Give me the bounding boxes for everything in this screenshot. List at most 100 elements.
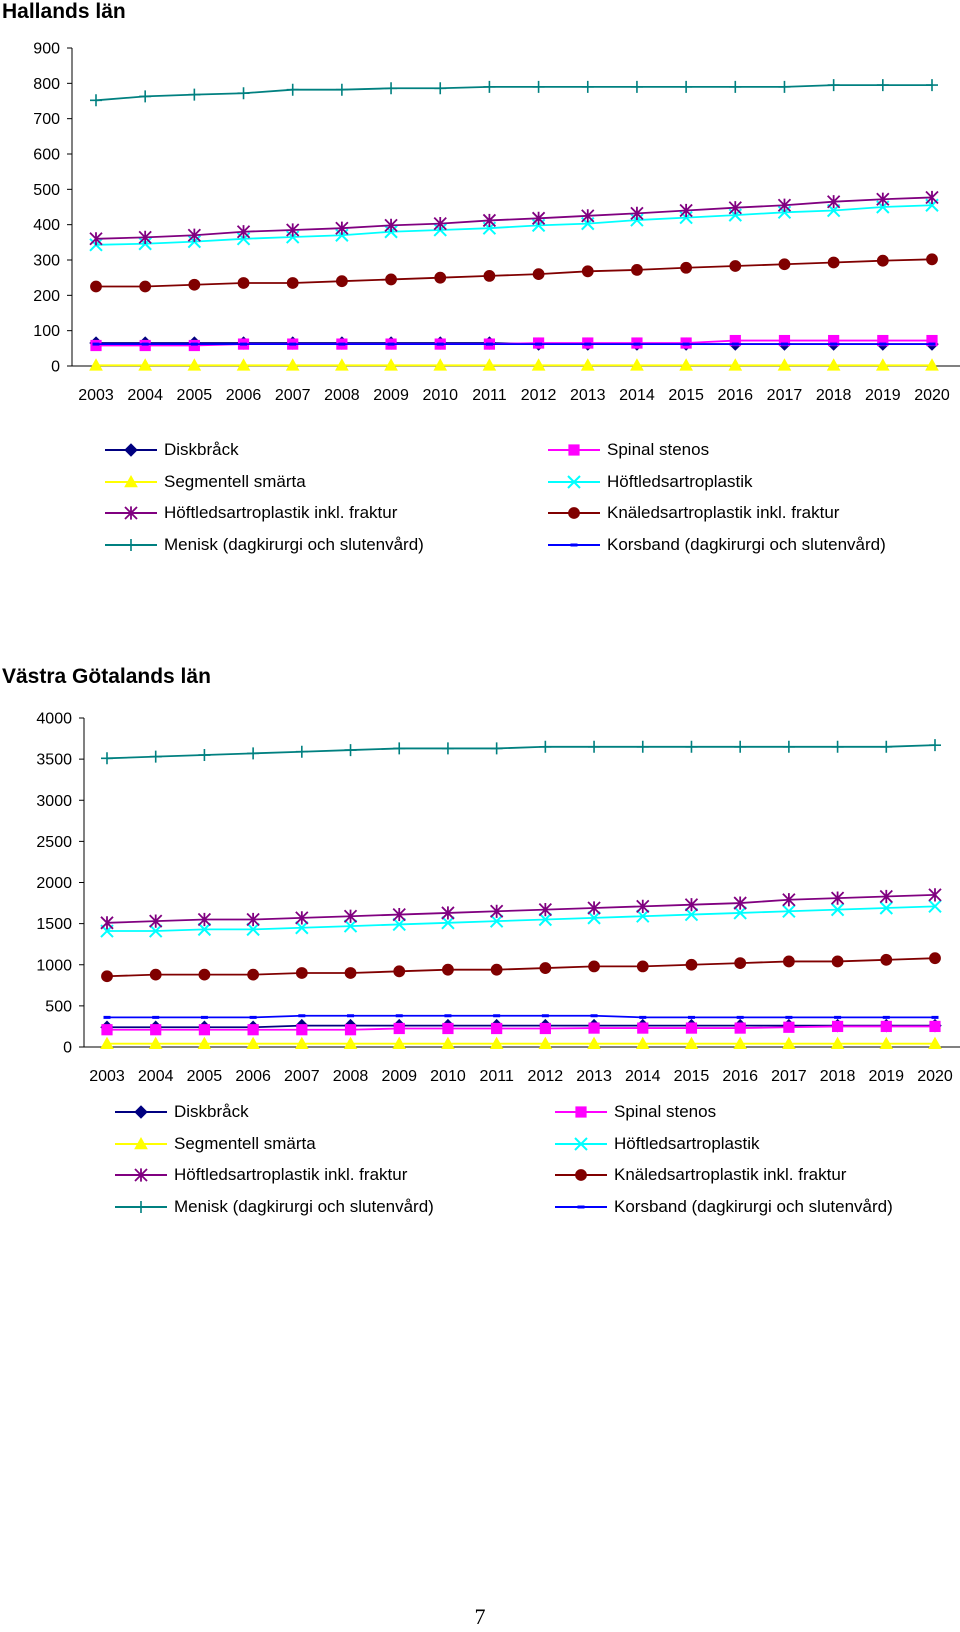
data-point bbox=[198, 1024, 211, 1036]
data-point bbox=[338, 342, 346, 346]
data-point bbox=[879, 889, 893, 904]
legend-swatch bbox=[105, 474, 157, 487]
series-knaledsartroplastik-inkl-fraktur bbox=[101, 952, 941, 983]
data-point bbox=[682, 342, 690, 346]
data-point bbox=[482, 213, 497, 228]
data-point bbox=[197, 912, 212, 927]
series-line bbox=[96, 258, 933, 288]
data-point bbox=[198, 968, 211, 981]
series-hoftledsartroplastik-inkl-fraktur bbox=[89, 190, 939, 246]
legend-item-hoftledsartroplastik: Höftledsartroplastik bbox=[548, 470, 753, 494]
x-tick-label: 2005 bbox=[187, 1068, 223, 1085]
data-point bbox=[876, 192, 890, 206]
data-point bbox=[392, 917, 406, 932]
y-tick-label: 3000 bbox=[36, 793, 72, 810]
data-point bbox=[393, 965, 406, 978]
data-point bbox=[785, 1015, 793, 1019]
data-point bbox=[187, 358, 202, 371]
data-point bbox=[295, 745, 308, 758]
data-point bbox=[344, 744, 357, 757]
data-point bbox=[581, 80, 594, 93]
series-line bbox=[106, 957, 936, 978]
data-point bbox=[90, 280, 102, 293]
x-tick-label: 2014 bbox=[625, 1068, 661, 1085]
data-point bbox=[138, 358, 153, 371]
data-point bbox=[198, 749, 211, 762]
legend-item-korsband-dagkirurgi-och-slutenvard: Korsband (dagkirurgi och slutenvård) bbox=[555, 1195, 893, 1219]
legend-swatch bbox=[115, 1136, 167, 1149]
legend-swatch bbox=[105, 443, 157, 457]
data-point bbox=[782, 1036, 796, 1050]
x-tick-label: 2016 bbox=[722, 1068, 758, 1085]
data-point bbox=[89, 358, 103, 371]
series-line bbox=[107, 1025, 935, 1031]
data-point bbox=[834, 1015, 842, 1019]
data-point bbox=[289, 342, 297, 346]
data-point bbox=[237, 87, 250, 100]
data-point bbox=[880, 740, 893, 753]
data-point bbox=[188, 278, 201, 291]
data-point bbox=[247, 747, 260, 760]
data-point bbox=[684, 907, 699, 922]
y-tick-label: 500 bbox=[45, 998, 72, 1015]
series-knaledsartroplastik-inkl-fraktur bbox=[90, 253, 938, 293]
data-point bbox=[489, 1036, 504, 1050]
x-tick-label: 2008 bbox=[333, 1068, 369, 1085]
legend-item-spinal-stenos: Spinal stenos bbox=[548, 438, 709, 462]
data-point bbox=[928, 888, 942, 902]
legend-swatch bbox=[105, 538, 157, 551]
data-point bbox=[639, 1015, 647, 1019]
data-point bbox=[879, 1036, 894, 1050]
data-point bbox=[384, 218, 398, 233]
data-point bbox=[489, 914, 504, 928]
data-point bbox=[879, 342, 887, 346]
legend-label: Höftledsartroplastik inkl. fraktur bbox=[164, 503, 398, 522]
legend-item-menisk-dagkirurgi-och-slutenvard: Menisk (dagkirurgi och slutenvård) bbox=[115, 1195, 434, 1219]
legend-label: Knäledsartroplastik inkl. fraktur bbox=[614, 1165, 847, 1184]
legend-swatch bbox=[105, 506, 157, 520]
x-tick-label: 2013 bbox=[570, 387, 606, 404]
data-point bbox=[736, 1015, 744, 1019]
data-point bbox=[679, 358, 693, 371]
y-tick-label: 1500 bbox=[36, 916, 72, 933]
data-point bbox=[246, 1036, 260, 1050]
data-point bbox=[635, 1036, 650, 1050]
x-tick-label: 2004 bbox=[127, 387, 163, 404]
data-point bbox=[395, 1014, 403, 1018]
data-point bbox=[295, 921, 309, 935]
legend-label: Höftledsartroplastik inkl. fraktur bbox=[174, 1165, 408, 1184]
data-point bbox=[442, 963, 454, 976]
data-point bbox=[538, 1036, 553, 1050]
data-point bbox=[684, 1036, 699, 1050]
y-tick-label: 4000 bbox=[36, 711, 72, 728]
data-point bbox=[877, 334, 889, 347]
data-point bbox=[148, 1036, 163, 1050]
legend-item-knaledsartroplastik-inkl-fraktur: Knäledsartroplastik inkl. fraktur bbox=[548, 501, 839, 525]
legend-item-menisk-dagkirurgi-och-slutenvard: Menisk (dagkirurgi och slutenvård) bbox=[105, 533, 424, 557]
data-point bbox=[392, 907, 406, 922]
data-point bbox=[433, 358, 448, 371]
data-point bbox=[246, 912, 260, 927]
y-tick-label: 900 bbox=[33, 41, 60, 58]
data-point bbox=[538, 912, 553, 927]
data-point bbox=[343, 919, 358, 933]
legend-label: Diskbråck bbox=[174, 1102, 249, 1121]
data-point bbox=[441, 906, 455, 920]
data-point bbox=[539, 962, 552, 974]
data-point bbox=[876, 254, 889, 267]
data-point bbox=[286, 83, 299, 96]
data-point bbox=[335, 83, 348, 96]
y-tick-label: 200 bbox=[33, 288, 60, 305]
x-tick-label: 2010 bbox=[422, 387, 458, 404]
legend-item-diskbrack: Diskbråck bbox=[105, 438, 239, 462]
data-point bbox=[728, 201, 742, 215]
series-hoftledsartroplastik bbox=[100, 899, 942, 938]
y-tick-label: 400 bbox=[33, 217, 60, 234]
data-point bbox=[344, 1024, 357, 1036]
data-point bbox=[928, 342, 936, 346]
legend-swatch bbox=[115, 1168, 167, 1182]
data-point bbox=[925, 358, 939, 371]
data-point bbox=[580, 358, 595, 371]
data-point bbox=[729, 260, 742, 272]
data-point bbox=[101, 1024, 113, 1036]
